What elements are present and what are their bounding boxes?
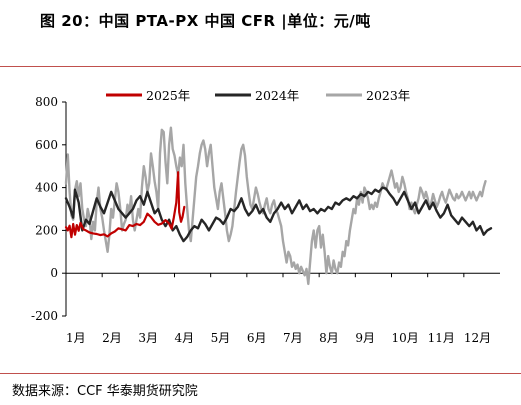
x-tick-label: 5月	[211, 331, 231, 345]
series-line-2025	[64, 171, 186, 239]
y-tick-label: 800	[35, 95, 58, 109]
y-tick-label: 600	[35, 138, 58, 152]
x-tick-label: 12月	[464, 331, 491, 345]
series-layer	[64, 126, 493, 286]
y-tick-label: 0	[50, 266, 58, 280]
y-tick-label: -200	[31, 309, 58, 323]
source-note: 数据来源：CCF 华泰期货研究院	[12, 384, 198, 399]
legend-label-2023: 2023年	[366, 88, 410, 103]
legend-label-2025: 2025年	[146, 88, 190, 103]
y-tick-label: 400	[35, 181, 58, 195]
x-tick-label: 2月	[102, 331, 122, 345]
series-line-2024	[64, 186, 493, 243]
x-tick-label: 9月	[355, 331, 375, 345]
x-tick-label: 3月	[138, 331, 158, 345]
x-tick-label: 10月	[392, 331, 419, 345]
axes: 800 600 400 200 0 -200 1月 2月 3月 4月 5月 6月 7月 8月 9月 10月 11…	[31, 95, 500, 345]
page-title: 图 20：中国 PTA-PX 中国 CFR |单位：元/吨	[40, 12, 371, 30]
x-tick-label: 11月	[428, 331, 455, 345]
x-tick-label: 1月	[66, 331, 86, 345]
x-tick-label: 4月	[175, 331, 195, 345]
bottom-divider	[0, 373, 521, 374]
legend-label-2024: 2024年	[255, 88, 299, 103]
top-divider	[0, 66, 521, 67]
x-tick-label: 8月	[319, 331, 339, 345]
x-tick-label: 7月	[283, 331, 303, 345]
legend: 2025年 2024年 2023年	[106, 88, 410, 103]
y-tick-label: 200	[35, 223, 58, 237]
x-tick-label: 6月	[247, 331, 267, 345]
